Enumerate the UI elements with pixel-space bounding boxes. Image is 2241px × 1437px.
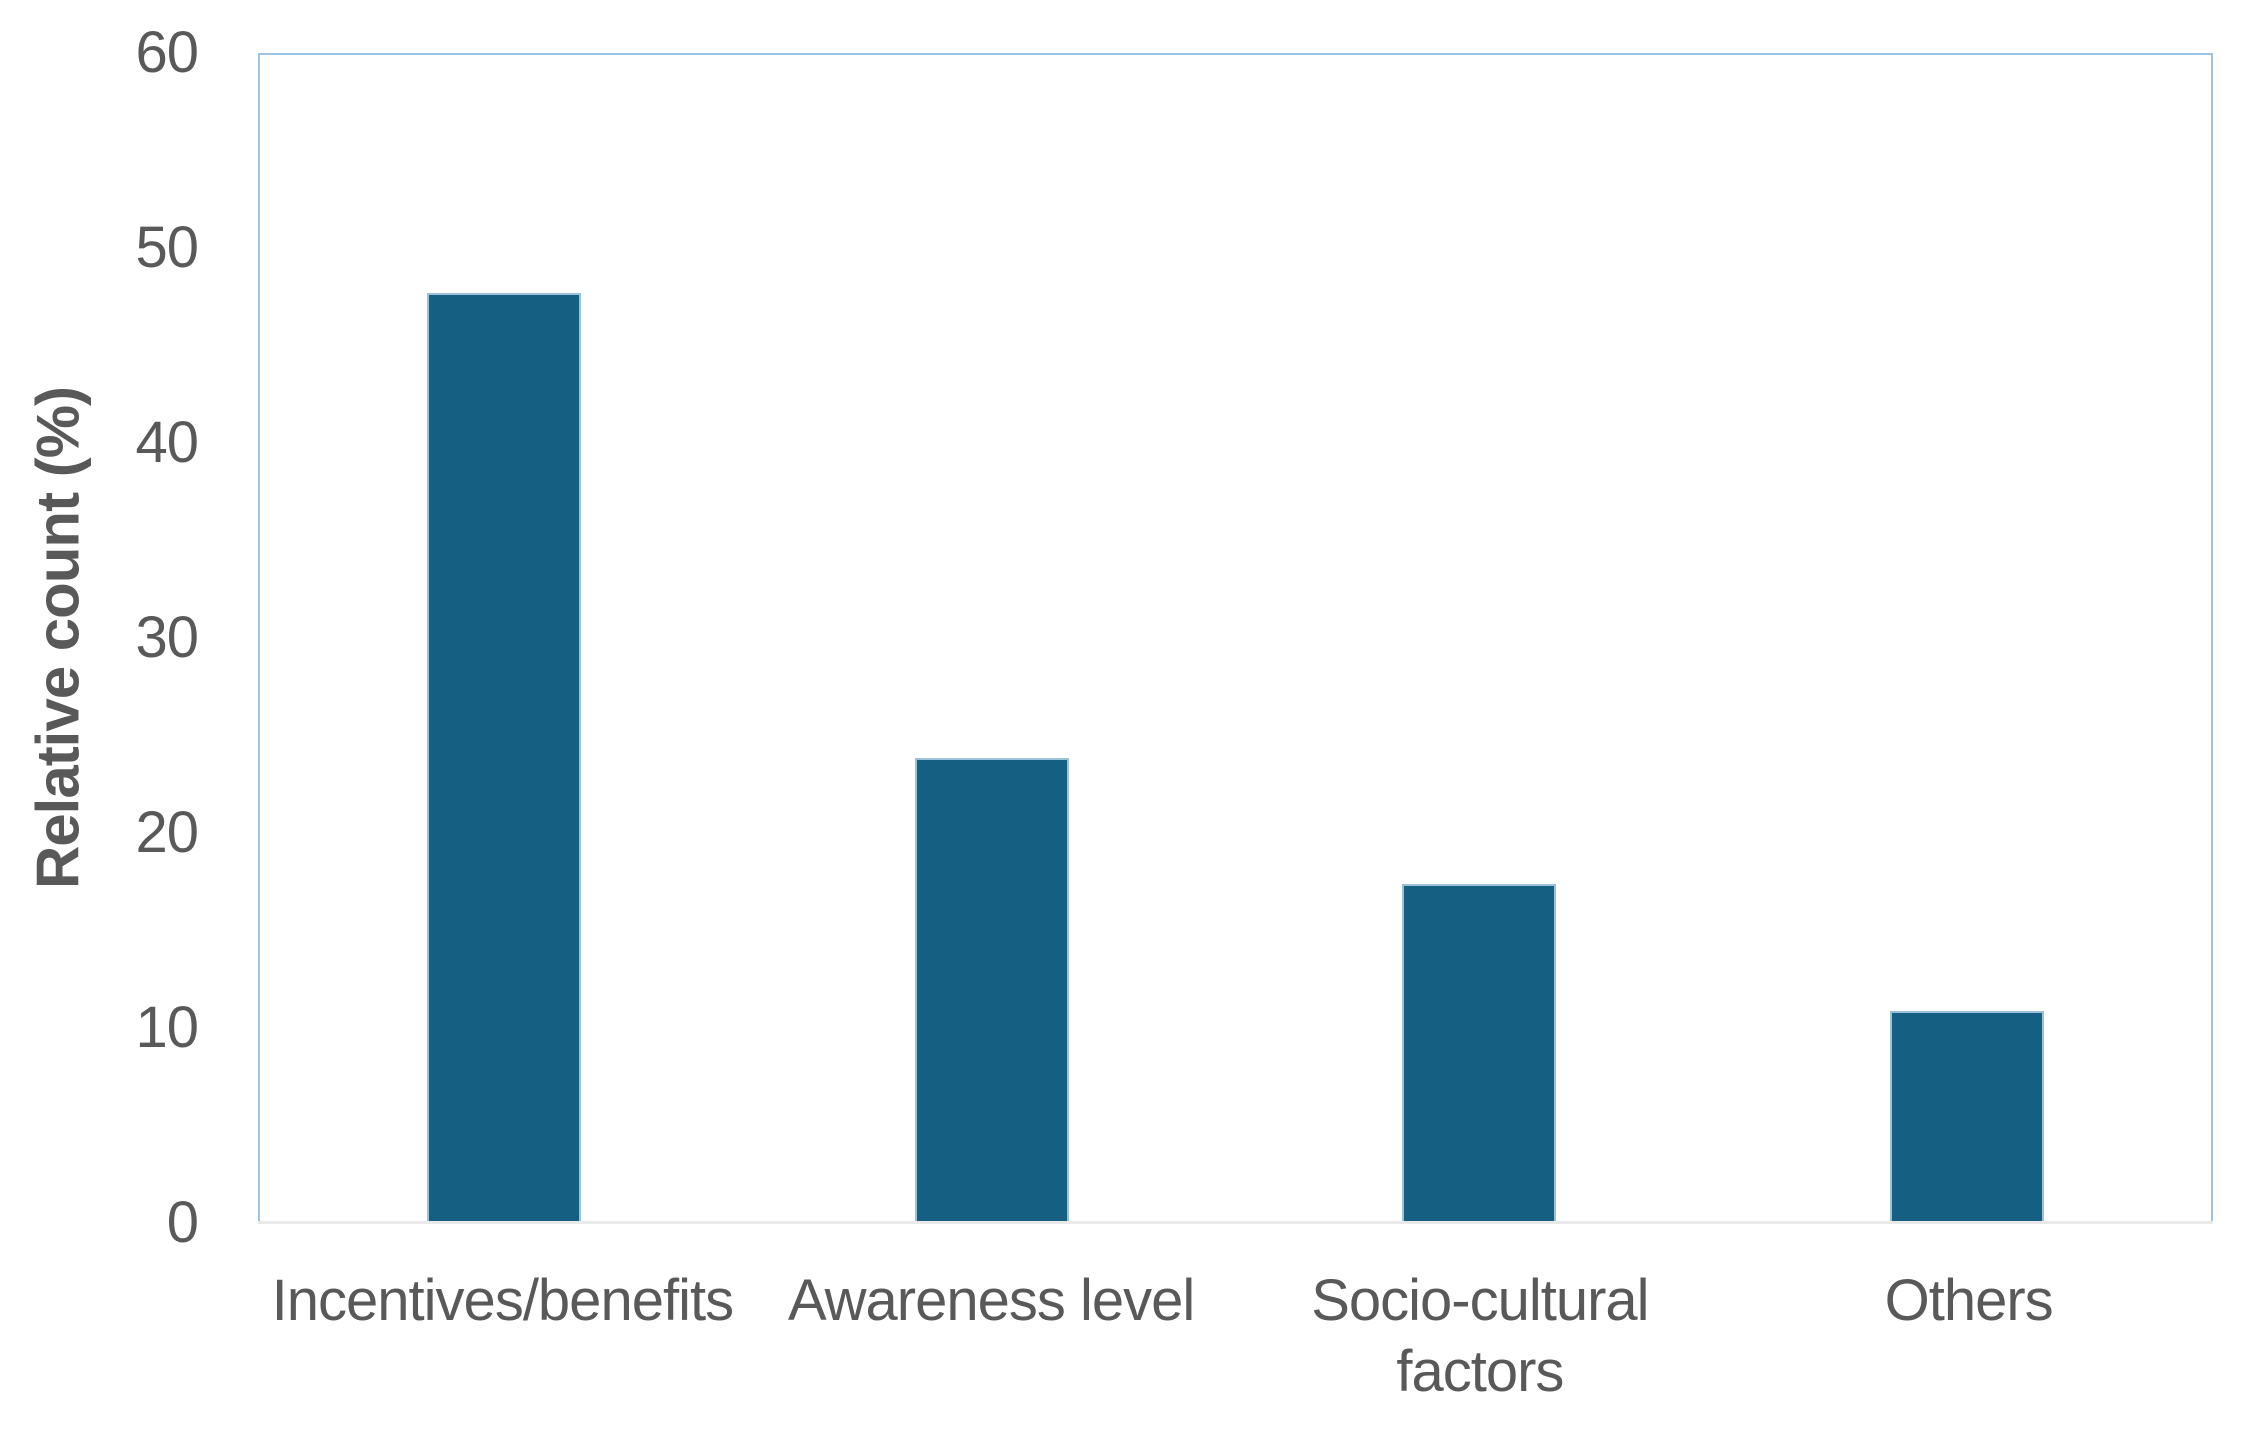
y-tick-label: 20 — [135, 800, 199, 865]
y-tick-label: 50 — [135, 215, 199, 280]
x-category-label: Awareness level — [787, 1268, 1195, 1333]
plot-area — [258, 53, 2213, 1223]
x-category-label: Socio-cultural factors — [1311, 1268, 1649, 1404]
y-tick-label: 0 — [166, 1190, 199, 1255]
bars-container — [260, 55, 2211, 1223]
x-category-label: Others — [1884, 1268, 2054, 1333]
bar-slot — [260, 55, 748, 1223]
bar-2 — [914, 757, 1069, 1223]
x-axis-labels: Incentives/benefits Awareness level Socio-… — [258, 1265, 2213, 1407]
y-tick-label: 10 — [135, 995, 199, 1060]
y-tick-label: 40 — [135, 410, 199, 475]
bar-3 — [1402, 884, 1557, 1223]
y-axis-tick-labels: 0 10 20 30 40 50 60 — [0, 24, 199, 1252]
x-axis-line — [258, 1221, 2213, 1224]
y-tick-label: 60 — [135, 20, 199, 85]
bar-slot — [1723, 55, 2211, 1223]
bar-slot — [1236, 55, 1724, 1223]
x-category-label: Incentives/benefits — [271, 1268, 734, 1333]
bar-4 — [1890, 1010, 2045, 1223]
bar-1 — [426, 292, 581, 1223]
y-tick-label: 30 — [135, 605, 199, 670]
bar-slot — [748, 55, 1236, 1223]
